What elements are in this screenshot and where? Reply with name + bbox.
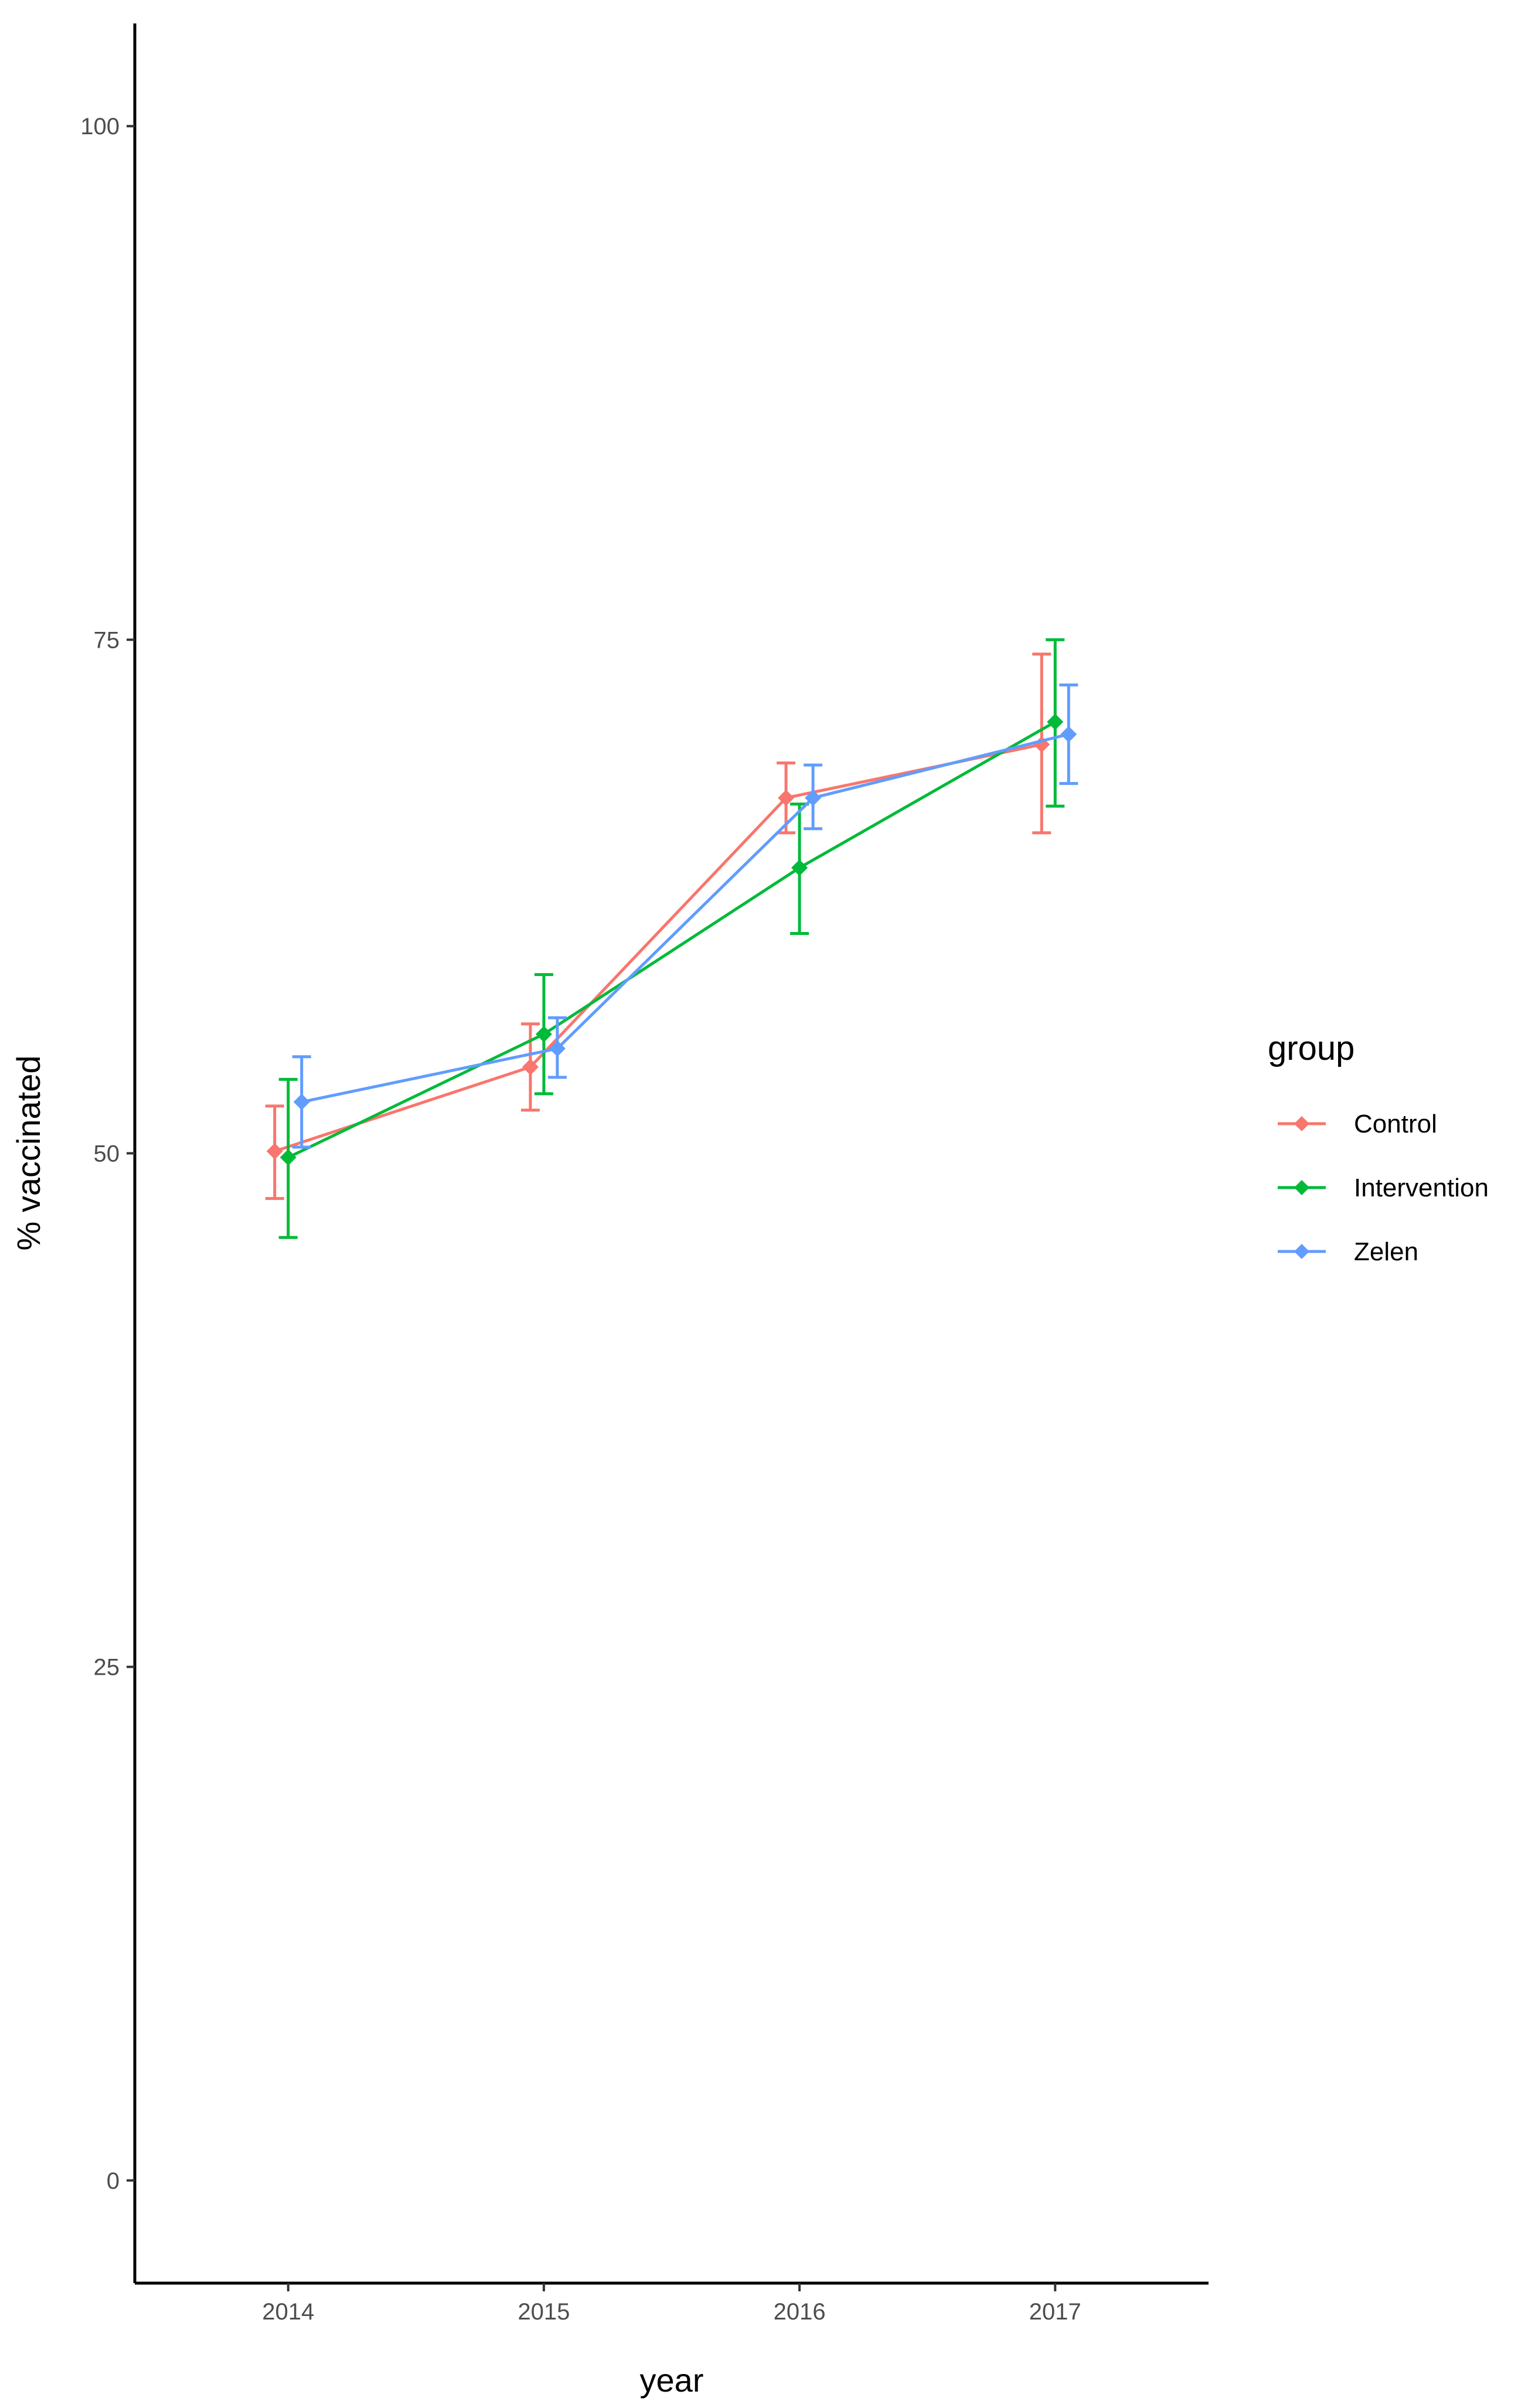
legend-key-marker <box>1294 1180 1309 1195</box>
data-point <box>293 1093 310 1110</box>
x-tick-label: 2016 <box>774 2299 826 2325</box>
data-point <box>280 1149 297 1166</box>
series-zelen <box>292 683 1078 1149</box>
data-point <box>266 1142 283 1159</box>
data-point <box>522 1059 539 1076</box>
x-tick-label: 2014 <box>262 2299 314 2325</box>
series-layer <box>265 638 1078 1239</box>
legend-key-marker <box>1294 1244 1309 1259</box>
data-point <box>1060 726 1077 743</box>
legend-key-marker <box>1294 1116 1309 1131</box>
legend-label: Control <box>1354 1110 1437 1138</box>
legend-item-zelen: Zelen <box>1278 1237 1418 1266</box>
series-intervention <box>278 638 1065 1239</box>
y-tick-label: 0 <box>107 2168 120 2194</box>
legend-label: Intervention <box>1354 1174 1489 1202</box>
series-line <box>287 720 1056 1159</box>
legend-item-intervention: Intervention <box>1278 1174 1489 1202</box>
series-line <box>274 743 1042 1153</box>
data-point <box>1047 713 1064 730</box>
legend: group Control Intervention Zelen <box>1268 1029 1489 1266</box>
data-point <box>805 790 822 807</box>
x-tick-label: 2017 <box>1029 2299 1081 2325</box>
data-point <box>535 1026 552 1043</box>
series-line <box>301 733 1069 1104</box>
legend-items: Control Intervention Zelen <box>1278 1110 1489 1266</box>
legend-label: Zelen <box>1354 1237 1418 1266</box>
y-axis-title: % vaccinated <box>10 1055 47 1250</box>
y-tick-label: 75 <box>94 627 120 653</box>
legend-title: group <box>1268 1029 1354 1067</box>
series-control <box>265 652 1051 1200</box>
data-point <box>791 859 808 876</box>
legend-item-control: Control <box>1278 1110 1437 1138</box>
y-tick-label: 25 <box>94 1655 120 1681</box>
data-point <box>549 1040 566 1057</box>
y-tick-label: 50 <box>94 1141 120 1167</box>
y-tick-label: 100 <box>80 114 120 140</box>
x-tick-label: 2015 <box>518 2299 570 2325</box>
y-axis-ticks: 0 25 50 75 100 <box>80 114 135 2194</box>
data-point <box>778 790 795 807</box>
x-axis-ticks: 2014 2015 2016 2017 <box>262 2283 1081 2325</box>
x-axis-title: year <box>640 2362 704 2399</box>
